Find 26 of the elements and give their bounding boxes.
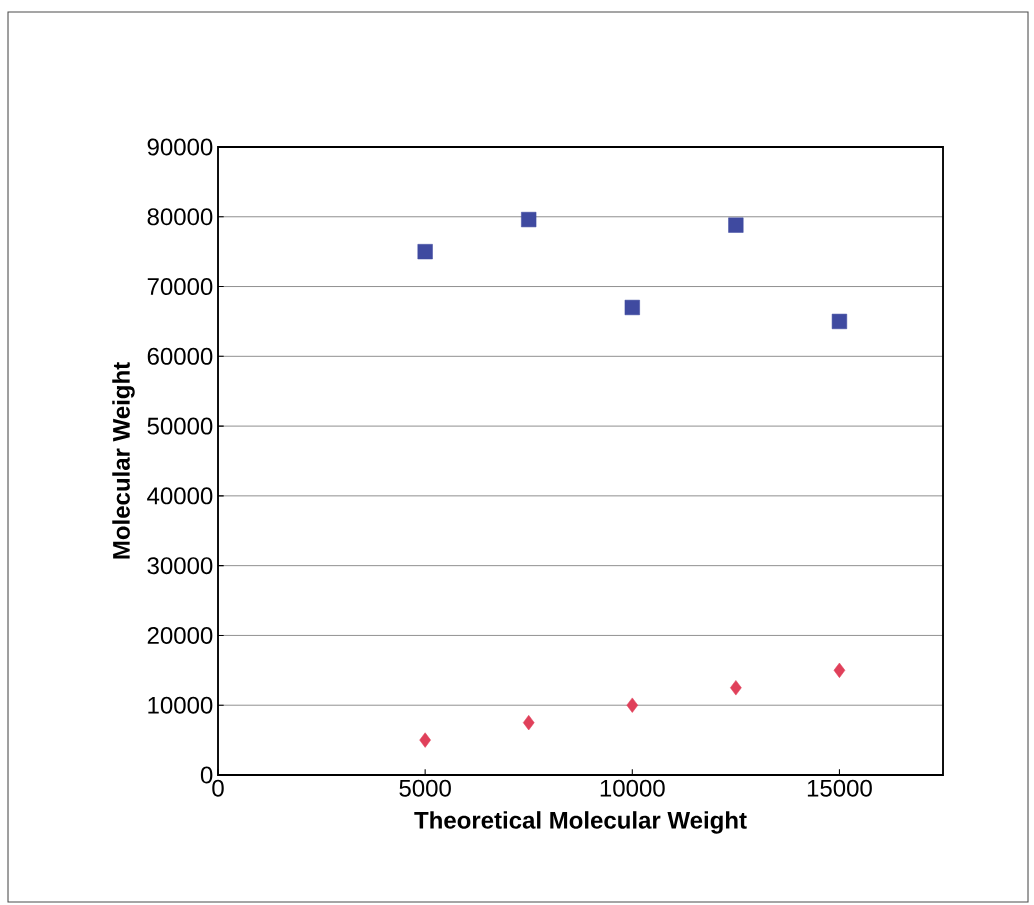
point [728, 217, 744, 233]
y-tick-label: 20000 [147, 626, 213, 644]
point [833, 662, 846, 678]
y-tick-label: 30000 [147, 557, 213, 575]
point [417, 244, 433, 260]
point [419, 732, 431, 748]
point [831, 313, 848, 330]
point [626, 697, 639, 713]
point [521, 211, 537, 228]
point [624, 299, 640, 316]
y-tick-label: 50000 [147, 417, 213, 435]
y-tick-label: 60000 [147, 347, 213, 365]
x-tick-label: 15000 [807, 779, 872, 797]
x-tick-label: 0 [212, 779, 224, 797]
y-tick-label: 70000 [147, 278, 213, 296]
y-tick-label: 40000 [147, 487, 213, 505]
y-tick-label: 90000 [147, 138, 213, 156]
x-tick-label: 5000 [399, 779, 451, 797]
point [522, 715, 535, 731]
x-axis-title: Theoretical Molecular Weight [414, 811, 747, 834]
point [730, 680, 742, 696]
x-tick-label: 10000 [600, 779, 665, 797]
y-tick-label: 10000 [148, 696, 213, 714]
y-axis-title: Molecular Weight [112, 362, 135, 559]
y-tick-label: 80000 [147, 208, 213, 226]
y-tick-label: 0 [200, 766, 213, 784]
